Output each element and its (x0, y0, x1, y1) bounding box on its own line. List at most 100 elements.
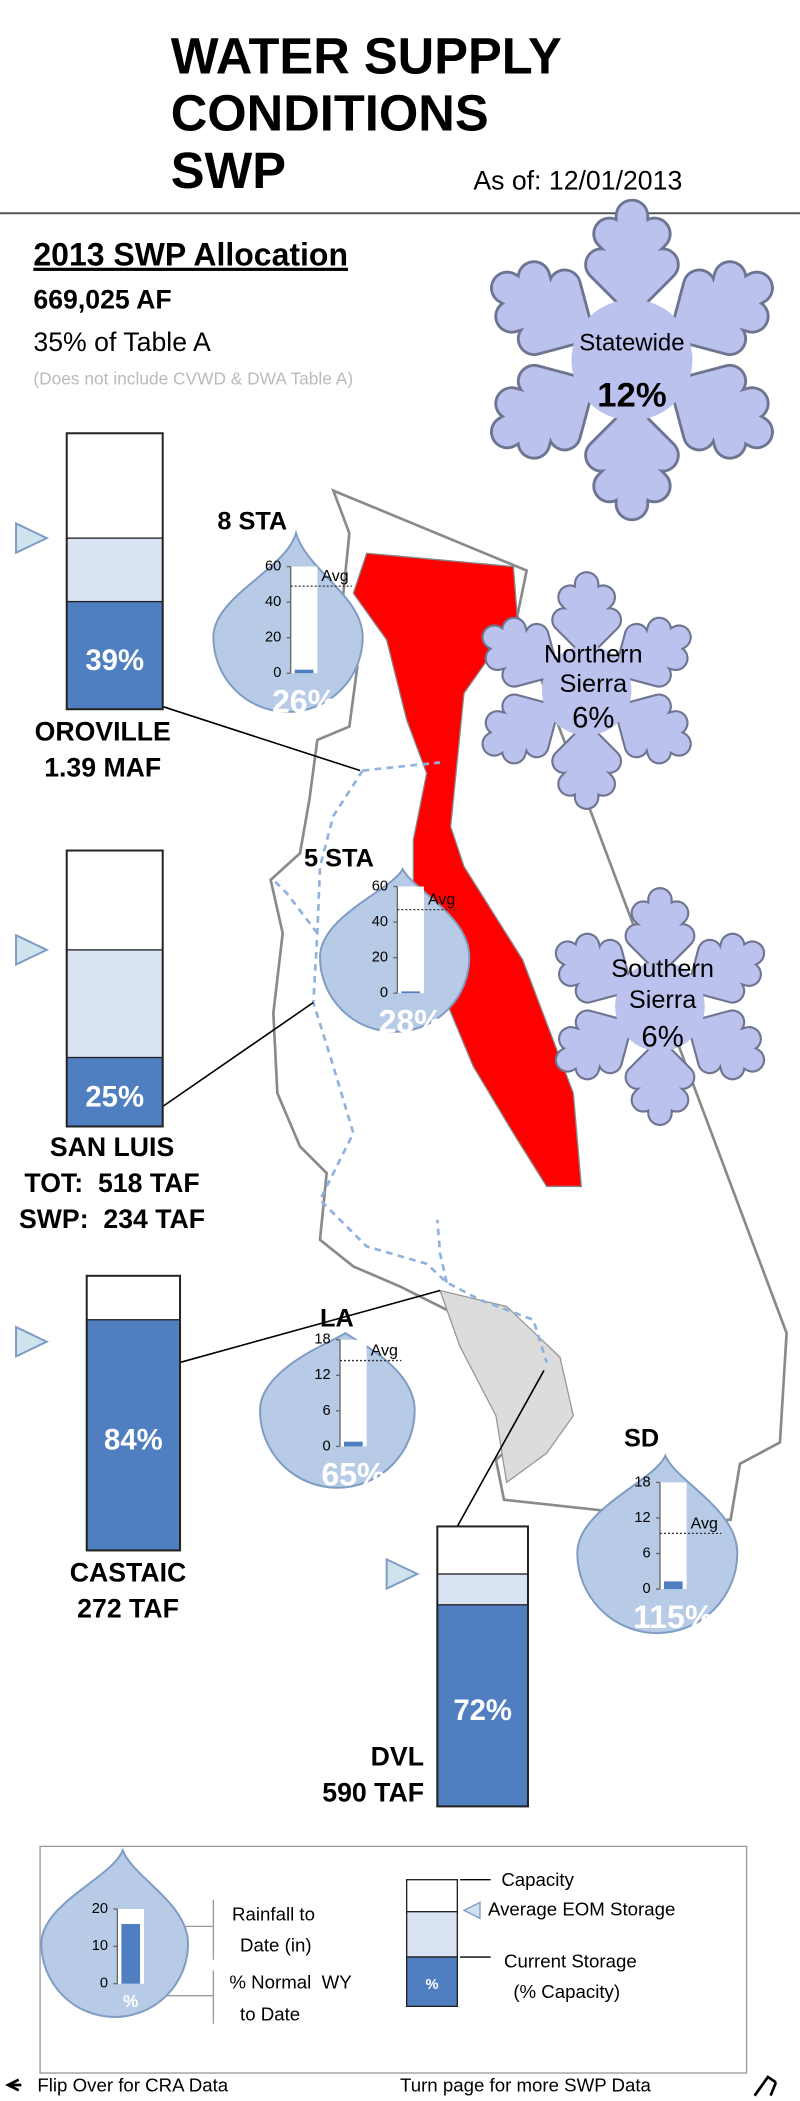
snowflake-core (571, 299, 693, 421)
y-tick-label: 0 (100, 1976, 108, 1992)
snowpack-label: Sierra (629, 986, 697, 1014)
reservoir-detail: 1.39 MAF (44, 752, 161, 782)
snowpack-value: 6% (641, 1020, 683, 1053)
average-label: Avg (321, 568, 348, 585)
drop (212, 529, 364, 713)
snowpack-label: Statewide (579, 329, 684, 356)
average-marker (15, 1325, 50, 1358)
legend-marker (462, 1901, 481, 1920)
y-tick-label: 40 (372, 914, 388, 930)
current-storage (66, 600, 164, 710)
sierra-region (352, 552, 583, 1188)
allocation-note: (Does not include CVWD & DWA Table A) (33, 369, 353, 389)
aqueduct (312, 769, 548, 1363)
snowpack-value: 6% (572, 702, 614, 735)
snowpack-labels: Statewide 12% Northern Sierra 6% Souther… (544, 329, 714, 1053)
average-label: Avg (371, 1342, 398, 1359)
legend-percent: % (425, 1977, 438, 1993)
y-tick-label: 20 (265, 630, 281, 646)
flip-icon (5, 2078, 22, 2092)
drop (40, 1847, 190, 2018)
station-label: SD (624, 1424, 659, 1452)
reservoir-detail: SWP: 234 TAF (19, 1204, 205, 1234)
rainfall-bar (121, 1923, 141, 1984)
footer-right: Turn page for more SWP Data (400, 2074, 652, 2095)
y-tick-label: 60 (265, 558, 281, 574)
y-tick-label: 60 (372, 878, 388, 894)
legend-text: Current Storage (504, 1950, 637, 1971)
reservoir-outline (85, 1274, 182, 1552)
snowflake (556, 889, 763, 1124)
legend: Rainfall to Date (in) % Normal WY to Dat… (40, 1847, 675, 2025)
reservoirs: 39% OROVILLE 1.39 MAF 25% SAN LUIS TOT: 518 T… (15, 432, 529, 1808)
y-tick-label: 0 (273, 665, 281, 681)
reservoir-outline (65, 849, 164, 1128)
reservoir-name: OROVILLE (35, 716, 171, 746)
reservoir-name: SAN LUIS (50, 1132, 174, 1162)
snowpack-label: Southern (611, 955, 714, 983)
snowflake-core (615, 961, 705, 1052)
snowpack-value: 12% (597, 376, 666, 414)
snowflake (483, 573, 690, 808)
allocation-percent: 35% of Table A (33, 327, 211, 357)
y-tick-label: 18 (634, 1474, 650, 1490)
allocation-amount: 669,025 AF (33, 284, 171, 314)
reservoir-detail: TOT: 518 TAF (24, 1168, 199, 1198)
title-line: CONDITIONS (171, 85, 489, 142)
percent-normal: 26% (272, 683, 336, 719)
legend-current (405, 1956, 458, 2008)
page-icon (753, 2075, 778, 2097)
percent-normal: 65% (321, 1457, 385, 1493)
connector (456, 1370, 545, 1527)
rainfall-bar (344, 1441, 363, 1447)
reservoir-outline (436, 1525, 529, 1808)
average-label: Avg (691, 1515, 718, 1532)
snowpack-label: Northern (544, 641, 642, 669)
connector (179, 1289, 441, 1364)
as-of-date: As of: 12/01/2013 (473, 166, 682, 196)
southern-region (438, 1289, 575, 1484)
legend-text: Average EOM Storage (488, 1898, 675, 1919)
station-label: 8 STA (217, 507, 287, 535)
snowflakes (481, 198, 774, 1126)
percent-normal: 28% (379, 1003, 443, 1039)
average-marker (15, 933, 50, 967)
reservoir-detail: 590 TAF (322, 1777, 424, 1807)
y-tick-label: 0 (380, 985, 388, 1001)
y-tick-label: 0 (642, 1581, 650, 1597)
aqueduct (435, 1219, 448, 1283)
percent-normal: % (123, 1991, 138, 2011)
state-outline (269, 488, 788, 1524)
chart-area (290, 566, 318, 674)
aqueduct (362, 761, 441, 772)
rainfall-bar (663, 1581, 683, 1590)
reservoir-detail: 272 TAF (77, 1593, 179, 1623)
percent-normal: 115% (633, 1599, 713, 1635)
reservoir-name: DVL (371, 1741, 424, 1771)
y-tick-label: 0 (323, 1438, 331, 1454)
storage-percent: 84% (104, 1423, 163, 1456)
reservoir-outline (65, 432, 164, 711)
snowflake (492, 201, 772, 519)
reservoir-name: CASTAIC (70, 1557, 187, 1587)
y-tick-label: 18 (314, 1332, 330, 1348)
rainfall-bar (294, 669, 314, 674)
snowpack-label: Sierra (560, 670, 628, 698)
header: WATER SUPPLY CONDITIONS SWP (171, 27, 562, 199)
y-tick-label: 6 (323, 1403, 331, 1419)
average-label: Avg (428, 892, 455, 909)
legend-text: Capacity (501, 1869, 574, 1890)
chart-area (340, 1339, 367, 1447)
station-label: 5 STA (304, 845, 374, 873)
legend-text: % Normal WY (229, 1972, 352, 1993)
chart-area (659, 1482, 687, 1590)
storage-percent: 25% (85, 1080, 144, 1113)
aqueduct (272, 878, 319, 934)
y-tick-label: 12 (634, 1510, 650, 1526)
footer-left: Flip Over for CRA Data (37, 2074, 228, 2095)
y-tick-label: 20 (92, 1901, 108, 1917)
title-line: SWP (171, 142, 286, 199)
allocation-title: 2013 SWP Allocation (33, 237, 348, 273)
